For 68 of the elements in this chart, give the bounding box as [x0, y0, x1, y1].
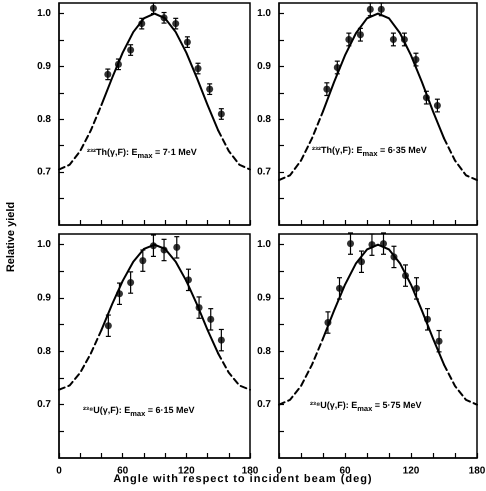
y-tick-label: 0.7	[257, 166, 272, 178]
point	[378, 6, 385, 13]
y-tick-label: 0.8	[257, 114, 272, 125]
x-tick-label: 120	[402, 466, 420, 476]
y-tick-label: 1.0	[37, 8, 52, 20]
y-tick-label: 0.9	[257, 292, 272, 304]
point	[400, 36, 408, 43]
y-tick-label: 0.8	[37, 346, 52, 357]
point	[207, 316, 214, 323]
point	[324, 319, 332, 326]
y-tick-label: 0.9	[37, 292, 52, 304]
y-tick-label: 0.9	[257, 60, 272, 72]
annotation: ²³²Th(γ,F): E$_{max}$ = 6·35 MeV	[312, 145, 428, 159]
y-tick-label: 1.0	[257, 8, 272, 20]
annotation: ²³⁸U(γ,F): E$_{max}$ = 6·15 MeV	[83, 405, 195, 419]
point	[390, 253, 398, 260]
point	[114, 60, 122, 68]
point	[116, 290, 123, 298]
y-tick-label: 1.0	[257, 239, 272, 250]
point	[160, 246, 168, 254]
point	[104, 70, 112, 78]
point	[334, 64, 341, 71]
point	[150, 242, 157, 250]
point	[138, 20, 146, 28]
point	[218, 336, 225, 344]
y-tick-label: 0.8	[257, 346, 272, 357]
point	[184, 276, 192, 284]
point	[412, 56, 420, 64]
point	[323, 86, 330, 93]
y-tick-label: 1.0	[37, 239, 52, 250]
point	[173, 244, 180, 251]
point	[345, 36, 352, 43]
point	[434, 102, 441, 110]
point	[184, 38, 191, 46]
point	[356, 31, 364, 38]
point	[139, 257, 146, 264]
point	[127, 279, 134, 286]
annotation: ²³⁸U(γ,F): E$_{max}$ = 5·75 MeV	[310, 400, 422, 414]
point	[172, 20, 180, 28]
point	[150, 4, 157, 12]
point	[196, 304, 203, 312]
y-tick-label: 0.9	[37, 60, 52, 72]
point	[336, 284, 343, 292]
point	[368, 241, 376, 248]
point	[424, 316, 431, 323]
point	[194, 65, 202, 72]
point	[413, 284, 420, 292]
y-axis-title: Relative yield	[5, 202, 17, 272]
point	[436, 338, 443, 345]
point	[402, 272, 409, 280]
point	[347, 240, 354, 248]
point	[218, 110, 225, 118]
x-tick-label: 0	[56, 466, 62, 476]
y-tick-label: 0.7	[257, 399, 272, 410]
point	[390, 36, 397, 43]
point	[160, 14, 168, 22]
point	[380, 240, 387, 248]
point	[104, 322, 112, 330]
x-tick-label: 180	[468, 466, 486, 476]
point	[358, 258, 365, 266]
y-tick-label: 0.8	[37, 114, 52, 125]
point	[206, 86, 214, 93]
y-tick-label: 0.7	[37, 166, 52, 178]
y-tick-label: 0.7	[37, 399, 52, 410]
point	[366, 6, 374, 13]
annotation: ²³²Th(γ,F): E$_{max}$ = 7·1 MeV	[87, 147, 197, 161]
point	[127, 46, 134, 54]
point	[422, 94, 430, 102]
